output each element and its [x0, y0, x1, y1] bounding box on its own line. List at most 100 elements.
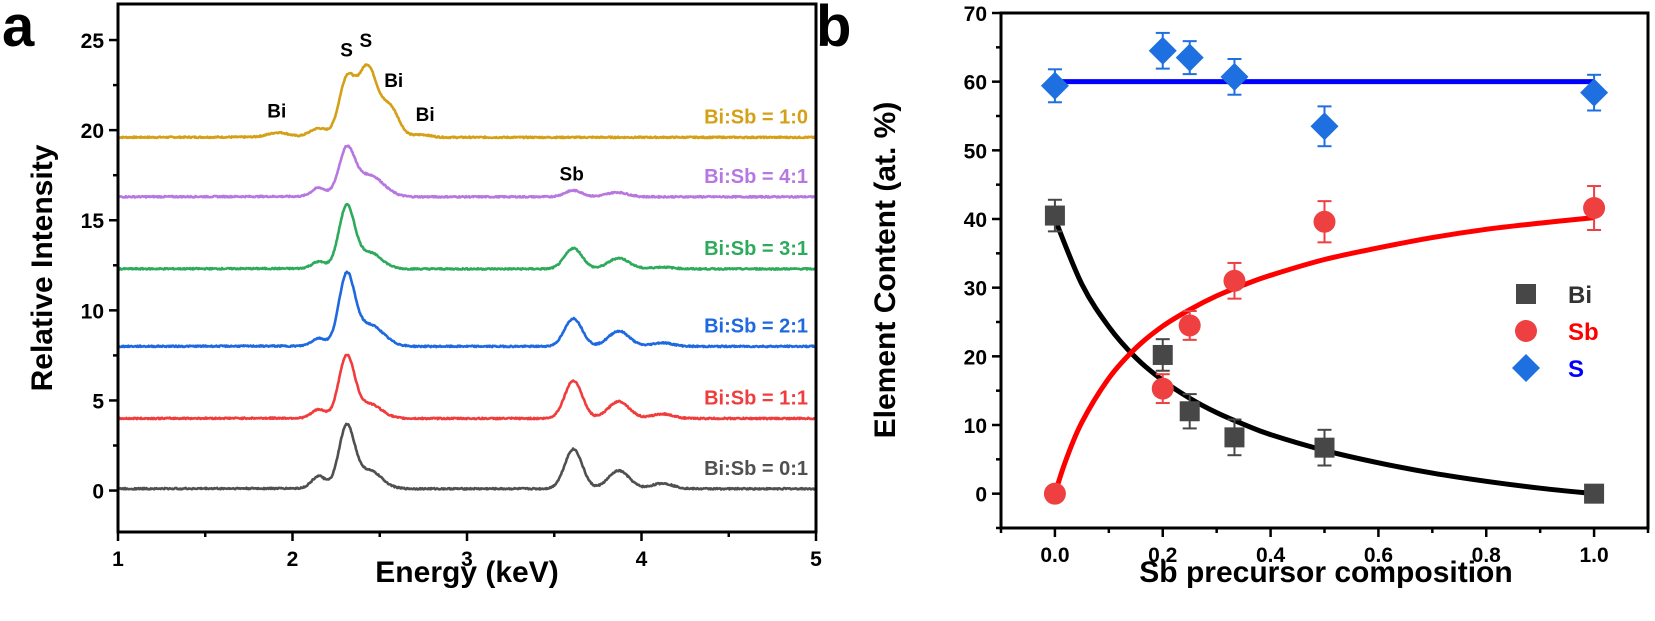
legend-label: Sb	[1568, 319, 1599, 346]
peak-annotation-sb: Sb	[560, 165, 584, 186]
y-tick-label: 15	[81, 210, 105, 233]
y-tick-label: 40	[964, 209, 987, 232]
diamond-marker	[1220, 62, 1249, 91]
x-axis-label-b: Sb precursor composition	[1139, 556, 1512, 589]
x-tick-label: 5	[810, 548, 822, 571]
peak-annotation-s: S	[340, 40, 353, 61]
y-tick-label: 10	[964, 415, 987, 438]
x-ticks-a: 1 2 3 4 5	[112, 532, 822, 571]
spectrum-line-bi-sb-1-0	[117, 63, 817, 140]
square-marker	[1152, 344, 1173, 365]
data-point-bi	[1584, 483, 1605, 504]
y-tick-label: 20	[81, 120, 104, 143]
legend: Bi Sb S	[1512, 282, 1599, 383]
peak-annotation-bi: Bi	[416, 105, 435, 126]
data-point-s	[1040, 68, 1069, 104]
circle-marker	[1223, 269, 1246, 292]
y-tick-label: 10	[81, 300, 104, 323]
x-ticks-b: 0.0 0.2 0.4 0.6 0.8 1.0	[999, 528, 1650, 567]
x-tick-label: 3	[461, 548, 473, 571]
legend-item-sb: Sb	[1515, 319, 1599, 346]
x-axis-label-a: Energy (keV)	[375, 556, 558, 589]
spectrum-line-bi-sb-1-1	[117, 353, 817, 421]
square-marker	[1584, 483, 1605, 504]
y-tick-label: 0	[975, 484, 987, 507]
x-tick-label: 0.4	[1256, 544, 1286, 567]
legend-label: S	[1568, 356, 1584, 383]
data-point-s	[1220, 58, 1249, 96]
y-tick-label: 0	[92, 481, 104, 504]
data-point-s	[1175, 40, 1204, 76]
data-point-s	[1580, 73, 1609, 112]
circle-marker	[1515, 320, 1537, 342]
peak-annotation-bi: Bi	[267, 102, 286, 123]
data-point-s	[1148, 31, 1177, 70]
data-point-sb	[1223, 261, 1246, 300]
x-tick-label: 2	[287, 548, 299, 571]
peak-annotations: Bi S S Bi Bi Sb	[267, 31, 584, 185]
square-marker	[1314, 437, 1335, 458]
panel-label-b: b	[816, 0, 851, 59]
y-axis-label-a: Relative Intensity	[26, 144, 59, 391]
data-point-sb	[1313, 200, 1336, 244]
y-tick-label: 50	[964, 140, 987, 163]
data-point-bi	[1314, 428, 1335, 467]
legend-item-bi: Bi	[1516, 282, 1592, 309]
y-tick-label: 70	[964, 3, 987, 26]
x-tick-label: 1.0	[1579, 544, 1608, 567]
panel-label-a: a	[2, 0, 35, 59]
fit-curve-bi	[1052, 218, 1595, 497]
x-tick-label: 0.8	[1472, 544, 1502, 567]
square-marker	[1224, 427, 1245, 448]
series-label-bi-sb-3-1: Bi:Sb = 3:1	[704, 238, 808, 260]
y-tick-label: 25	[81, 30, 105, 53]
diamond-marker	[1040, 71, 1069, 100]
x-tick-label: 0.0	[1040, 544, 1069, 567]
diamond-marker	[1175, 43, 1204, 72]
spectrum-line-bi-sb-4-1	[117, 144, 818, 199]
spectrum-line-bi-sb-2-1	[117, 270, 817, 349]
data-point-bi	[1224, 418, 1245, 457]
square-marker	[1516, 284, 1536, 304]
peak-annotation-s: S	[359, 31, 372, 52]
y-ticks-b: 0 10 20 30 40 50 60 70	[964, 3, 1001, 530]
spectra-series-group	[117, 63, 818, 491]
y-tick-label: 30	[964, 278, 987, 301]
data-point-sb	[1043, 482, 1066, 505]
circle-marker	[1583, 197, 1606, 220]
data-point-bi	[1152, 338, 1173, 372]
series-labels: Bi:Sb = 1:0 Bi:Sb = 4:1 Bi:Sb = 3:1 Bi:Sb =…	[704, 106, 808, 479]
series-label-bi-sb-0-1: Bi:Sb = 0:1	[704, 458, 808, 480]
diamond-marker	[1310, 112, 1339, 141]
y-tick-label: 20	[964, 346, 987, 369]
square-marker	[1044, 205, 1065, 226]
data-points	[1040, 31, 1609, 505]
legend-item-s: S	[1512, 354, 1584, 383]
circle-marker	[1313, 210, 1336, 233]
series-label-bi-sb-1-1: Bi:Sb = 1:1	[704, 387, 808, 409]
y-tick-label: 60	[964, 72, 987, 95]
panel-b-composition-chart: b 0.0 0.2 0.4 0.6 0.8 1.0 0 10 20 30 40 50 60 70 Bi S…	[816, 0, 1650, 589]
square-marker	[1179, 401, 1200, 422]
spectrum-line-bi-sb-0-1	[117, 422, 817, 491]
diamond-marker	[1148, 36, 1177, 65]
legend-label: Bi	[1568, 282, 1592, 309]
data-point-sb	[1178, 310, 1201, 341]
y-tick-label: 5	[92, 390, 104, 413]
diamond-marker	[1580, 78, 1609, 107]
circle-marker	[1178, 314, 1201, 337]
y-ticks-a: 0 5 10 15 20 25	[81, 30, 118, 504]
series-label-bi-sb-2-1: Bi:Sb = 2:1	[704, 315, 808, 337]
x-tick-label: 1	[112, 548, 124, 571]
circle-marker	[1151, 377, 1174, 400]
spectrum-line-bi-sb-3-1	[117, 202, 817, 271]
data-point-s	[1310, 105, 1339, 148]
series-label-bi-sb-4-1: Bi:Sb = 4:1	[704, 166, 808, 188]
data-point-bi	[1179, 393, 1200, 430]
y-axis-label-b: Element Content (at. %)	[869, 102, 902, 439]
series-label-bi-sb-1-0: Bi:Sb = 1:0	[704, 106, 808, 128]
peak-annotation-bi: Bi	[384, 71, 403, 92]
diamond-marker	[1512, 354, 1540, 382]
